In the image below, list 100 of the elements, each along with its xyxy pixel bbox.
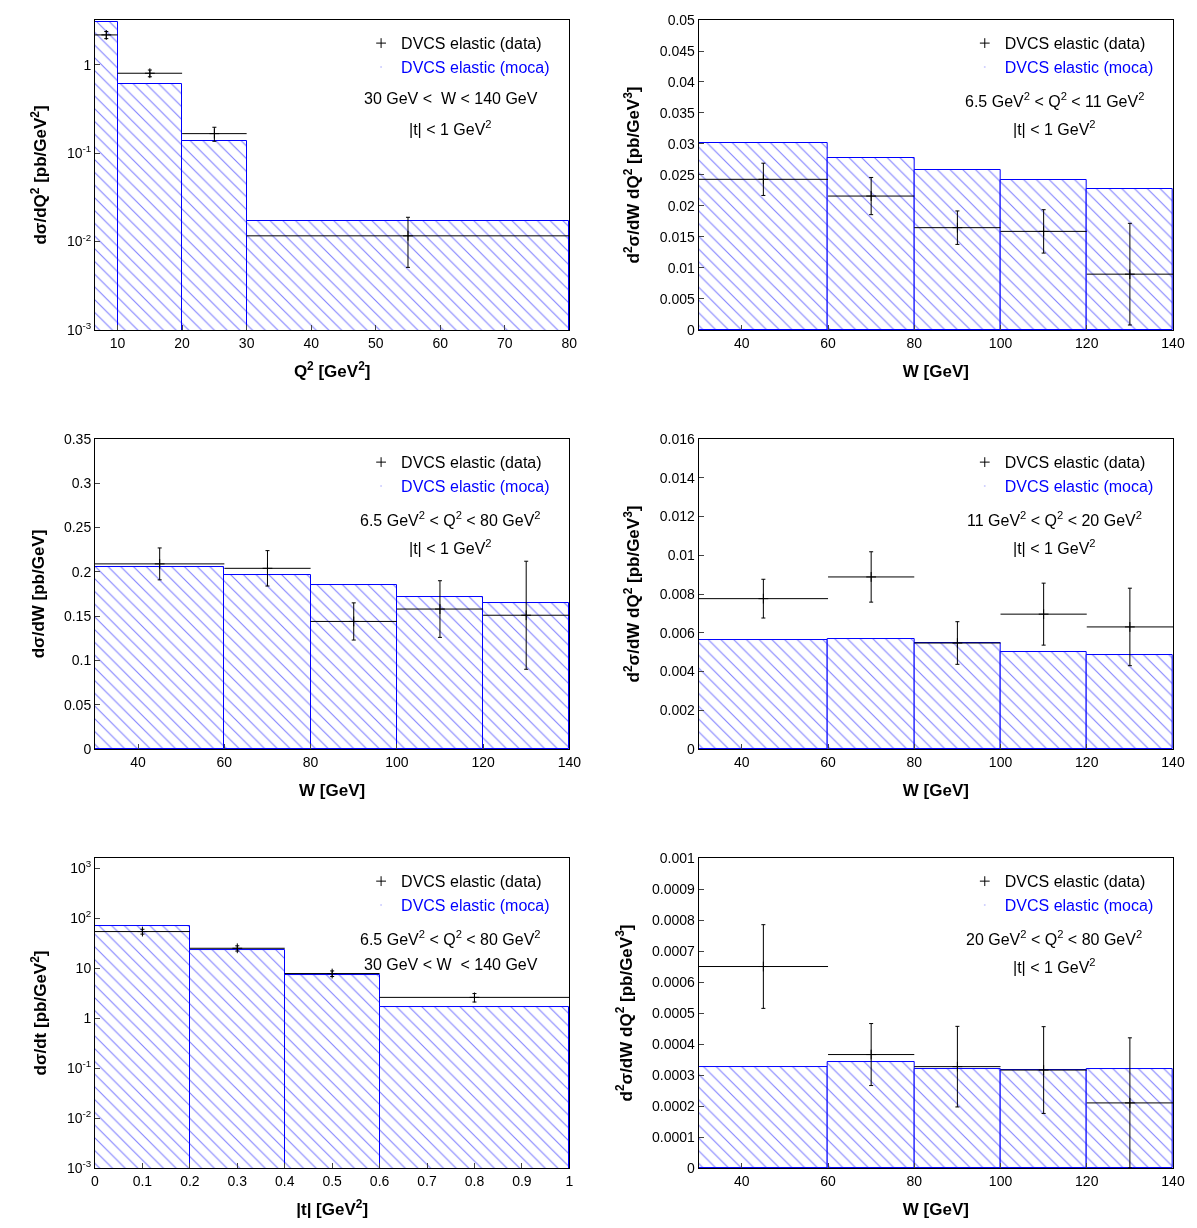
point — [402, 230, 414, 242]
x-tick-label: 1 — [565, 1172, 574, 1189]
y-tick-label: 0.2 — [71, 563, 92, 580]
y-tick-label: 0 — [687, 1159, 696, 1176]
annotation: |t| < 1 GeV$^{2}$ — [1013, 537, 1096, 557]
y-tick-label: 0.1 — [71, 652, 92, 669]
x-tick-label: 80 — [561, 334, 578, 351]
text: DVCS elastic (moca) — [1004, 59, 1154, 77]
annotation: 30 GeV < W < 140 GeV — [364, 956, 538, 973]
x-tick-label: 100 — [988, 753, 1013, 770]
x-tick-label: 120 — [1075, 334, 1099, 351]
x-tick-label: 120 — [1075, 753, 1099, 770]
text: DVCS elastic (moca) — [1004, 897, 1154, 915]
x-tick-label: 40 — [303, 334, 320, 351]
x-axis-title: Q$^{2}$ [GeV$^{2}$] — [293, 359, 371, 382]
point — [952, 222, 963, 234]
x-tick-label: 140 — [1161, 334, 1185, 351]
x-tick-label: 80 — [906, 1172, 923, 1189]
y-tick-label: 0.0003 — [652, 1066, 696, 1083]
text: DVCS elastic (moca) — [401, 59, 550, 77]
x-tick-label: 60 — [432, 334, 449, 351]
point — [1038, 1064, 1050, 1076]
point — [1038, 225, 1050, 237]
y-tick-label: 10$^{-3}$ — [66, 1158, 92, 1176]
y-tick-label: 0.02 — [667, 197, 696, 214]
annotation: |t| < 1 GeV$^{2}$ — [409, 537, 492, 557]
legend-label: DVCS elastic (data) — [1004, 873, 1146, 891]
x-tick-label: 30 — [238, 334, 255, 351]
x-tick-label: 40 — [734, 753, 750, 770]
legend-label: DVCS elastic (data) — [401, 454, 542, 472]
point — [434, 603, 446, 615]
point — [1124, 268, 1136, 280]
x-tick-label: 60 — [820, 1172, 837, 1189]
x-tick-label: 60 — [216, 753, 233, 770]
point — [154, 558, 166, 570]
x-tick-label: 0.7 — [417, 1172, 437, 1189]
y-tick-label: 0.015 — [659, 228, 696, 245]
y-tick-label: 10$^{-2}$ — [66, 1108, 92, 1126]
y-tick-label: 0.0002 — [652, 1097, 696, 1114]
x-tick-label: 0.8 — [464, 1172, 485, 1189]
annotation: 30 GeV < W < 140 GeV — [364, 90, 538, 107]
text: DVCS elastic (moca) — [1004, 478, 1154, 496]
x-tick-label: 140 — [557, 753, 582, 770]
y-tick-label: 10$^{-3}$ — [66, 319, 92, 338]
x-tick-label: 0.3 — [227, 1172, 248, 1189]
x-axis-title: W [GeV] — [902, 362, 969, 382]
point — [865, 571, 877, 583]
y-tick-label: 0.0005 — [652, 1004, 696, 1021]
point — [520, 609, 532, 621]
x-tick-label: 0.1 — [132, 1172, 153, 1189]
x-axis-title: W [GeV] — [299, 781, 366, 801]
point — [865, 190, 877, 202]
y-tick-label: 0.35 — [63, 430, 92, 447]
x-tick-label: 120 — [471, 753, 495, 770]
x-tick-label: 0.2 — [180, 1172, 200, 1189]
y-tick-label: 0.008 — [659, 585, 696, 602]
annotation: |t| < 1 GeV$^{2}$ — [1013, 118, 1096, 138]
y-tick-label: 0.025 — [659, 166, 696, 183]
x-tick-label: 0.6 — [369, 1172, 390, 1189]
annotation: 6.5 GeV$^{2}$ < Q$^{2}$ < 80 GeV$^{2}$ — [360, 509, 541, 529]
x-tick-label: 140 — [1161, 1172, 1185, 1189]
y-tick-label: 0.3 — [71, 475, 92, 492]
y-tick-label: 0.012 — [659, 508, 696, 525]
x-axis-title: |t| [GeV$^{2}$] — [296, 1197, 369, 1220]
y-axis-title: dσ/dW [pb/GeV] — [28, 529, 48, 659]
x-tick-label: 100 — [988, 1172, 1013, 1189]
y-tick-label: 0.035 — [659, 104, 696, 121]
x-tick-label: 60 — [820, 334, 837, 351]
x-tick-label: 80 — [302, 753, 319, 770]
annotation: 6.5 GeV$^{2}$ < Q$^{2}$ < 80 GeV$^{2}$ — [360, 928, 541, 948]
x-axis-title: W [GeV] — [902, 1200, 969, 1220]
x-tick-label: 120 — [1075, 1172, 1099, 1189]
point — [757, 173, 769, 185]
legend-label: DVCS elastic (data) — [1004, 35, 1146, 53]
x-tick-label: 80 — [906, 753, 923, 770]
x-tick-label: 60 — [820, 753, 837, 770]
y-tick-label: 0.014 — [659, 469, 696, 486]
y-tick-label: 10$^{2}$ — [70, 908, 92, 927]
x-tick-label: 140 — [1161, 753, 1185, 770]
point — [348, 616, 360, 627]
annotation: |t| < 1 GeV$^{2}$ — [1013, 956, 1096, 976]
text: DVCS elastic (moca) — [401, 478, 550, 496]
y-tick-label: 0.0007 — [652, 942, 696, 959]
x-tick-label: 0.9 — [512, 1172, 532, 1189]
y-tick-label: 0.002 — [659, 702, 696, 719]
y-tick-label: 0.15 — [63, 608, 92, 625]
x-tick-label: 100 — [385, 753, 409, 770]
y-tick-label: 0.05 — [667, 11, 696, 28]
x-tick-label: 20 — [174, 334, 191, 351]
y-tick-label: 0 — [687, 740, 696, 757]
point — [1124, 1097, 1136, 1109]
y-tick-label: 0.04 — [667, 73, 696, 90]
y-tick-label: 0.001 — [659, 849, 696, 866]
y-tick-label: 0.004 — [659, 663, 696, 680]
point — [1124, 621, 1136, 633]
y-tick-label: 0.006 — [659, 624, 696, 641]
point — [1038, 608, 1050, 620]
y-tick-label: 10 — [75, 960, 92, 977]
y-tick-label: 0.0001 — [652, 1128, 696, 1145]
y-tick-label: 0 — [83, 740, 92, 757]
